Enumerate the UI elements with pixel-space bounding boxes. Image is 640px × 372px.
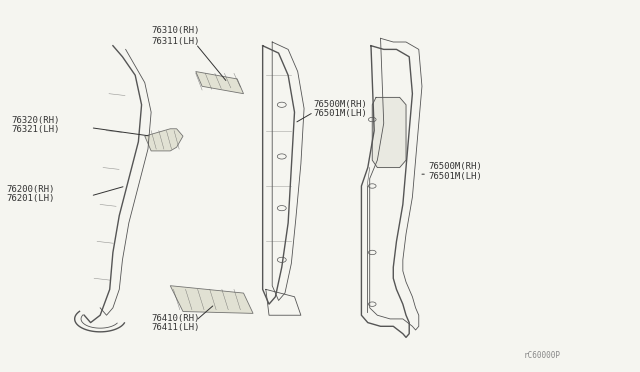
Text: 76200(RH): 76200(RH) — [6, 185, 55, 193]
Text: 76501M(LH): 76501M(LH) — [314, 109, 367, 118]
Text: 76311(LH): 76311(LH) — [151, 37, 200, 46]
Text: 76321(LH): 76321(LH) — [11, 125, 60, 134]
Text: 76320(RH): 76320(RH) — [11, 116, 60, 125]
Polygon shape — [145, 129, 183, 151]
Polygon shape — [170, 286, 253, 313]
Text: 76500M(RH): 76500M(RH) — [314, 100, 367, 109]
Text: 76501M(LH): 76501M(LH) — [428, 171, 482, 181]
Text: 76201(LH): 76201(LH) — [6, 194, 55, 203]
Text: 76500M(RH): 76500M(RH) — [428, 163, 482, 171]
Text: 76310(RH): 76310(RH) — [151, 26, 200, 35]
Text: 76411(LH): 76411(LH) — [151, 323, 200, 332]
Text: rC60000P: rC60000P — [524, 351, 561, 360]
Polygon shape — [196, 71, 244, 94]
Text: 76410(RH): 76410(RH) — [151, 314, 200, 323]
Polygon shape — [372, 97, 406, 167]
